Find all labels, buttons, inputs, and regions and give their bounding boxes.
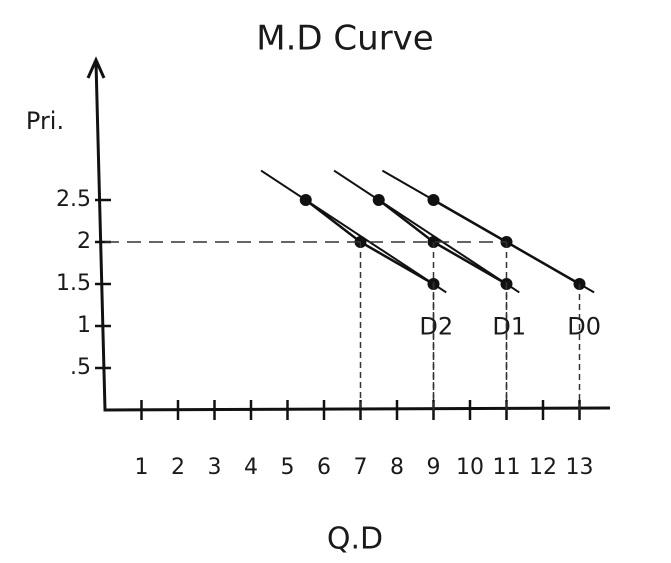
x-tick-label: 6: [317, 455, 331, 480]
legend-label: D2: [419, 312, 453, 340]
x-tick-label: 2: [171, 455, 185, 480]
chart-title: M.D Curve: [256, 19, 433, 59]
x-tick-label: 8: [390, 455, 404, 480]
y-tick-label: 1.5: [56, 271, 91, 296]
y-axis-label: Pri.: [26, 107, 64, 135]
y-tick-label: 2.5: [56, 187, 91, 212]
x-tick-label: 7: [354, 455, 368, 480]
x-tick-label: 10: [456, 455, 484, 480]
x-tick-label: 13: [566, 455, 594, 480]
x-tick-label: 5: [281, 455, 295, 480]
y-tick-label: .5: [70, 355, 91, 380]
chart: M.D Curve Pri. Q.D 12345678910111213.511…: [0, 0, 671, 563]
x-axis-label: Q.D: [327, 522, 383, 557]
legend-label: D0: [567, 312, 601, 340]
point: [373, 194, 385, 206]
point: [428, 194, 440, 206]
y-tick-label: 2: [77, 229, 91, 254]
point: [300, 194, 312, 206]
x-tick-label: 9: [427, 455, 441, 480]
x-tick-label: 11: [493, 455, 521, 480]
x-tick-label: 4: [244, 455, 258, 480]
x-tick-label: 3: [208, 455, 222, 480]
legend-label: D1: [492, 312, 526, 340]
x-tick-label: 1: [135, 455, 149, 480]
x-tick-label: 12: [529, 455, 557, 480]
y-tick-label: 1: [77, 313, 91, 338]
